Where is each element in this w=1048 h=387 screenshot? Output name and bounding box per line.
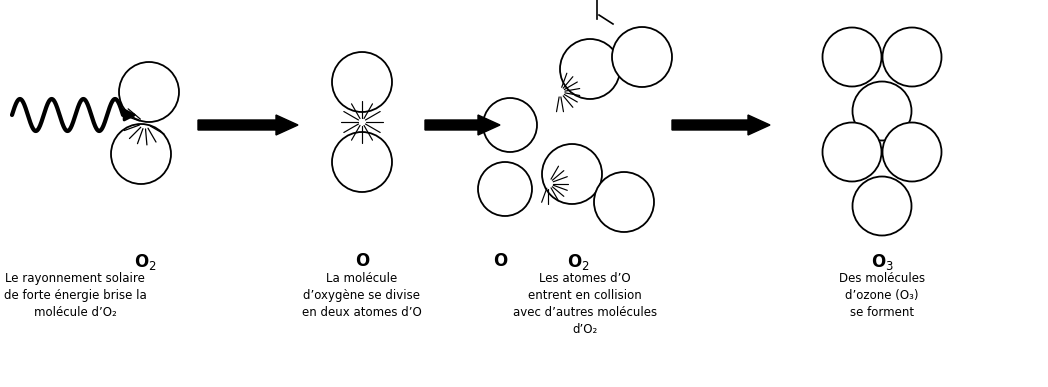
Circle shape — [823, 123, 881, 182]
Circle shape — [478, 162, 532, 216]
Circle shape — [852, 176, 912, 236]
Circle shape — [542, 144, 602, 204]
Circle shape — [882, 27, 941, 87]
Circle shape — [332, 132, 392, 192]
Text: Des molécules
d’ozone (O₃)
se forment: Des molécules d’ozone (O₃) se forment — [839, 272, 925, 319]
Circle shape — [882, 123, 941, 182]
Text: O: O — [355, 252, 369, 270]
FancyArrow shape — [672, 115, 770, 135]
FancyArrow shape — [425, 115, 500, 135]
Text: O$_2$: O$_2$ — [134, 252, 156, 272]
Text: O: O — [493, 252, 507, 270]
Text: La molécule
d’oxygène se divise
en deux atomes d’O: La molécule d’oxygène se divise en deux … — [302, 272, 422, 319]
Text: Les atomes d’O
entrent en collision
avec d’autres molécules
d’O₂: Les atomes d’O entrent en collision avec… — [512, 272, 657, 336]
Circle shape — [560, 39, 620, 99]
Circle shape — [483, 98, 537, 152]
Text: Le rayonnement solaire
de forte énergie brise la
molécule d’O₂: Le rayonnement solaire de forte énergie … — [3, 272, 147, 319]
FancyArrow shape — [198, 115, 298, 135]
Circle shape — [119, 62, 179, 122]
Circle shape — [823, 27, 881, 87]
Text: O$_2$: O$_2$ — [567, 252, 589, 272]
Circle shape — [111, 124, 171, 184]
Circle shape — [612, 27, 672, 87]
Text: O$_3$: O$_3$ — [871, 252, 893, 272]
Circle shape — [594, 172, 654, 232]
Circle shape — [852, 82, 912, 140]
Circle shape — [332, 52, 392, 112]
